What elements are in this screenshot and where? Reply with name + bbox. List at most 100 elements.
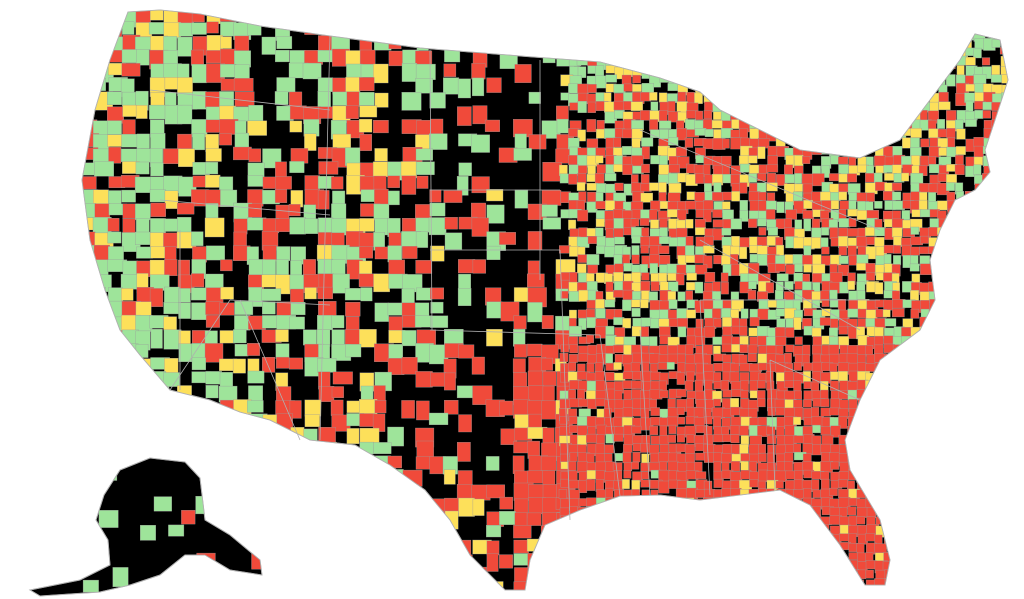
county-cell <box>290 148 309 164</box>
county-cell <box>605 237 615 248</box>
county-cell <box>556 118 569 134</box>
county-cell <box>704 236 714 246</box>
county-cell <box>785 577 798 588</box>
county-cell <box>865 55 877 65</box>
county-cell <box>275 483 288 500</box>
county-cell <box>631 542 645 553</box>
county-cell <box>82 511 94 527</box>
county-cell <box>749 533 762 544</box>
county-cell <box>332 133 351 149</box>
county-cell <box>946 579 955 590</box>
county-cell <box>847 280 855 290</box>
county-cell <box>793 506 806 515</box>
county-cell <box>345 344 362 358</box>
county-cell <box>721 335 733 345</box>
county-cell <box>938 561 948 570</box>
county-cell <box>177 133 192 150</box>
county-cell <box>991 119 1003 130</box>
county-cell <box>974 524 986 534</box>
county-cell <box>793 74 803 87</box>
county-cell <box>946 219 957 229</box>
county-cell <box>568 128 580 137</box>
county-cell <box>82 329 96 344</box>
county-cell <box>290 288 304 303</box>
county-cell <box>983 524 992 534</box>
county-cell <box>891 496 900 506</box>
county-cell <box>910 353 922 361</box>
county-cell <box>766 182 778 192</box>
county-cell <box>722 434 732 442</box>
county-cell <box>947 496 960 510</box>
county-cell <box>275 329 289 343</box>
county-cell <box>857 452 866 465</box>
county-cell <box>927 569 937 578</box>
county-cell <box>108 357 126 371</box>
county-cell <box>739 182 748 194</box>
county-cell <box>248 274 264 290</box>
county-cell <box>983 442 996 451</box>
county-cell <box>946 560 956 573</box>
county-cell <box>847 228 859 237</box>
county-cell <box>965 569 974 581</box>
county-cell <box>703 110 713 120</box>
county-cell <box>694 560 704 572</box>
county-cell <box>640 299 649 309</box>
county-cell <box>937 119 946 129</box>
county-cell <box>830 66 840 78</box>
county-cell <box>964 497 975 509</box>
county-cell <box>501 595 518 599</box>
county-cell <box>766 38 775 49</box>
county-cell <box>694 30 707 40</box>
county-cell <box>712 561 724 570</box>
county-cell <box>731 498 744 509</box>
county-cell <box>568 362 577 372</box>
county-cell <box>731 525 743 538</box>
county-cell <box>892 416 905 426</box>
county-cell <box>713 398 721 407</box>
county-cell <box>811 145 823 155</box>
county-cell <box>982 380 992 394</box>
county-cell <box>587 264 598 274</box>
county-cell <box>965 363 975 374</box>
county-cell <box>956 128 966 140</box>
county-cell <box>820 552 830 561</box>
county-cell <box>622 299 632 311</box>
county-cell <box>657 362 668 370</box>
county-cell <box>177 568 190 586</box>
county-cell <box>569 309 577 319</box>
county-cell <box>163 316 177 331</box>
county-cell <box>857 569 867 580</box>
county-cell <box>874 110 883 119</box>
county-cell <box>811 237 821 249</box>
county-cell <box>275 161 287 179</box>
county-cell <box>937 245 948 254</box>
county-cell <box>928 390 940 400</box>
county-cell <box>444 510 459 530</box>
county-cell <box>847 208 859 217</box>
county-cell <box>731 542 740 551</box>
county-cell <box>991 210 1002 223</box>
county-cell <box>748 164 761 174</box>
county-cell <box>604 525 613 535</box>
county-cell <box>947 416 958 430</box>
county-cell <box>331 456 350 477</box>
county-cell <box>685 588 693 590</box>
county-cell <box>785 470 796 480</box>
county-cell <box>856 516 866 525</box>
county-cell <box>676 227 688 238</box>
county-cell <box>613 218 625 229</box>
county-cell <box>793 362 802 371</box>
county-cell <box>1000 507 1008 518</box>
county-cell <box>893 245 901 254</box>
county-cell <box>82 50 97 65</box>
county-cell <box>731 551 745 564</box>
county-cell <box>974 309 987 321</box>
county-cell <box>694 281 704 294</box>
county-cell <box>937 497 946 506</box>
county-cell <box>983 326 996 338</box>
county-cell <box>330 399 344 416</box>
county-cell <box>748 39 758 51</box>
county-cell <box>387 512 408 525</box>
county-cell <box>261 470 276 485</box>
county-cell <box>1001 461 1008 471</box>
